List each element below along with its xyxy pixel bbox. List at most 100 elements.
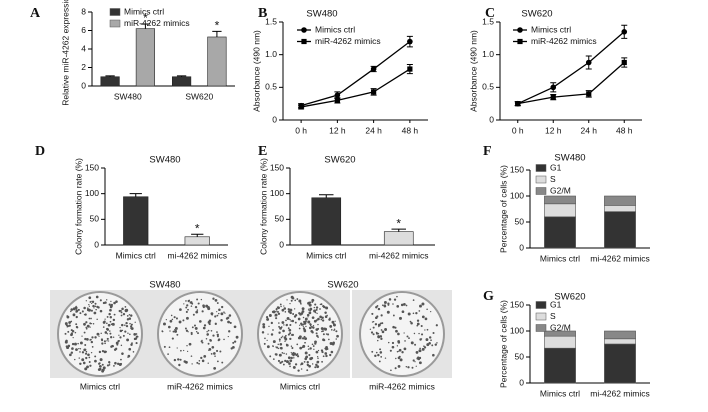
colony — [85, 327, 88, 330]
significance-mark: * — [215, 19, 220, 33]
colony — [291, 319, 295, 323]
colony — [278, 322, 280, 324]
colony — [201, 359, 205, 363]
colony — [292, 365, 296, 369]
colony — [201, 310, 204, 313]
y-tick-label: 50 — [90, 214, 100, 224]
colony — [309, 301, 311, 303]
colony — [391, 341, 395, 345]
colony — [315, 332, 318, 335]
colony — [279, 327, 282, 330]
colony — [213, 352, 216, 355]
panel-letter: A — [30, 6, 41, 21]
colony — [110, 336, 113, 339]
colony — [388, 298, 392, 301]
colony — [421, 347, 425, 351]
colony — [217, 339, 220, 342]
colony — [110, 303, 114, 307]
colony — [283, 305, 285, 307]
colony — [198, 320, 202, 323]
colony — [270, 321, 273, 325]
colony — [329, 353, 332, 357]
colony — [409, 320, 412, 323]
significance-mark: * — [396, 216, 401, 230]
colony — [64, 322, 68, 326]
colony — [379, 322, 382, 325]
colony — [306, 360, 309, 364]
colony — [418, 310, 421, 312]
colony — [286, 344, 289, 347]
colony — [396, 305, 400, 308]
legend-label: Mimics ctrl — [124, 6, 164, 16]
colony — [84, 367, 88, 371]
colony — [418, 349, 422, 353]
colony — [327, 333, 330, 336]
colony — [408, 337, 410, 340]
colony — [90, 300, 92, 302]
colony — [178, 320, 182, 324]
colony — [88, 356, 91, 359]
legend-swatch — [535, 175, 547, 184]
legend-swatch — [535, 312, 547, 321]
colony — [289, 318, 291, 321]
colony — [85, 350, 88, 353]
colony — [130, 314, 133, 317]
colony — [375, 316, 378, 320]
colony — [210, 329, 213, 332]
colony — [125, 321, 128, 325]
colony — [279, 342, 283, 346]
colony — [272, 345, 274, 348]
colony — [67, 344, 71, 348]
colony — [285, 353, 288, 355]
colony — [75, 311, 77, 313]
colony — [324, 311, 327, 314]
colony — [303, 320, 306, 324]
bar — [184, 236, 210, 246]
colony — [119, 327, 121, 329]
colony — [416, 322, 420, 326]
colony — [383, 304, 387, 308]
colony — [194, 326, 198, 330]
colony — [109, 332, 112, 335]
colony — [85, 356, 88, 360]
colony — [403, 347, 407, 351]
colony — [216, 349, 219, 353]
colony — [300, 322, 302, 325]
y-tick-label: 0.5 — [265, 82, 277, 92]
panel-letter: B — [258, 6, 267, 21]
y-axis-label: Percentage of cells (%) — [498, 300, 508, 388]
colony — [322, 333, 325, 336]
x-tick-label: Mimics ctrl — [306, 250, 346, 260]
colony — [384, 328, 388, 331]
colony — [85, 300, 87, 302]
legend-label: G1 — [550, 162, 562, 172]
colony — [311, 316, 315, 319]
colony — [197, 302, 200, 305]
colony — [275, 353, 278, 356]
colony — [195, 310, 199, 314]
colony — [309, 323, 312, 326]
colony — [316, 312, 318, 315]
colony — [216, 331, 218, 333]
legend-label: G1 — [550, 299, 562, 309]
colony — [290, 299, 293, 302]
colony — [200, 298, 203, 301]
colony — [311, 331, 314, 334]
colony — [309, 307, 313, 311]
colony — [71, 342, 75, 346]
colony — [185, 310, 188, 313]
colony — [116, 343, 119, 346]
colony — [208, 348, 212, 351]
y-tick-label: 2 — [81, 62, 86, 72]
colony — [413, 332, 416, 335]
bar-segment — [604, 338, 636, 345]
colony — [390, 369, 392, 372]
colony — [335, 330, 338, 333]
point — [371, 89, 377, 95]
x-tick-label: SW620 — [185, 91, 213, 101]
colony — [81, 358, 85, 362]
colony — [265, 315, 269, 319]
colony — [75, 325, 79, 329]
colony — [91, 300, 95, 304]
x-tick-label: 24 h — [580, 125, 597, 135]
